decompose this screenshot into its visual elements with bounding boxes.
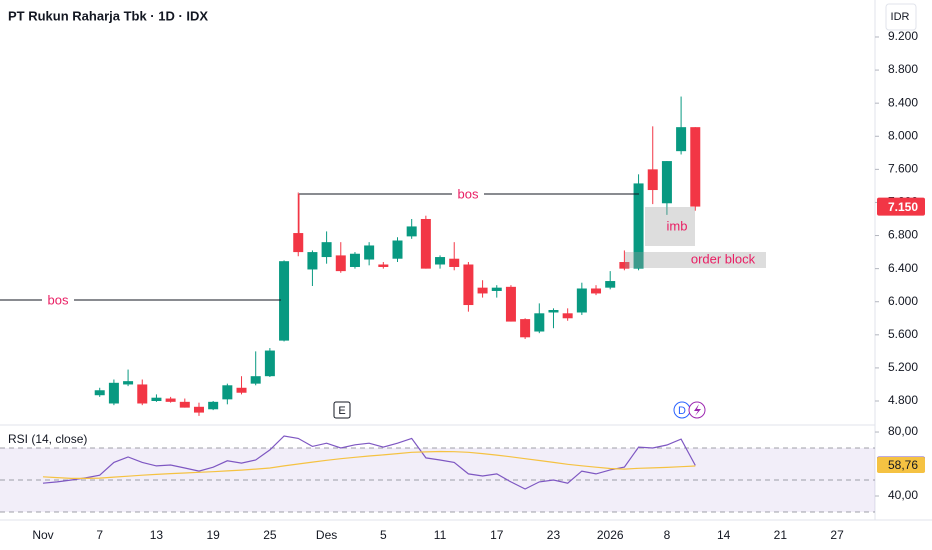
x-tick-label: 5 bbox=[380, 528, 387, 542]
rsi-value-label: 58,76 bbox=[888, 458, 918, 472]
y-tick-label: 8.800 bbox=[888, 62, 918, 76]
earnings-marker[interactable] bbox=[333, 401, 351, 419]
candle-body bbox=[236, 387, 247, 393]
x-tick-label: 8 bbox=[664, 528, 671, 542]
candle-body bbox=[505, 286, 516, 322]
imb-label: imb bbox=[667, 218, 688, 233]
x-tick-label: 27 bbox=[830, 528, 844, 542]
candle-body bbox=[477, 287, 488, 294]
candle-body bbox=[264, 350, 275, 377]
candle-body bbox=[676, 127, 687, 152]
order-block-label: order block bbox=[691, 251, 756, 266]
annotations: bos bos imb order block bbox=[0, 186, 766, 308]
candle-body bbox=[193, 406, 204, 413]
bos-label: bos bbox=[48, 292, 69, 307]
candle-body bbox=[250, 376, 261, 384]
x-tick-label: 11 bbox=[434, 528, 447, 542]
candle-body bbox=[435, 257, 446, 265]
y-tick-label: 8.400 bbox=[888, 95, 918, 109]
candle-body bbox=[534, 313, 545, 332]
x-tick-label: 14 bbox=[717, 528, 731, 542]
candle-body bbox=[179, 401, 190, 408]
events: E D bbox=[333, 401, 706, 419]
rsi-line bbox=[42, 450, 696, 479]
bos-label: bos bbox=[458, 186, 479, 201]
candle-body bbox=[279, 261, 290, 341]
y-tick-label: 5.200 bbox=[888, 360, 918, 374]
last-price-badge bbox=[877, 197, 925, 216]
candle-body bbox=[449, 258, 460, 267]
candle-body bbox=[491, 287, 502, 291]
y-tick-label: 9.200 bbox=[888, 29, 918, 43]
candle-body bbox=[335, 255, 346, 272]
x-tick-label: 17 bbox=[490, 528, 504, 542]
candle-body bbox=[520, 319, 531, 338]
candle-body bbox=[123, 381, 134, 385]
candle-body bbox=[661, 161, 672, 204]
candle-body bbox=[293, 233, 304, 253]
candle-body bbox=[406, 226, 417, 237]
candle-body bbox=[633, 183, 644, 269]
candle-body bbox=[364, 245, 375, 260]
candle-body bbox=[605, 281, 616, 288]
candle-body bbox=[690, 127, 701, 207]
candle-body bbox=[94, 390, 105, 396]
candle-body bbox=[108, 382, 119, 404]
y-tick-label: 80,00 bbox=[888, 424, 918, 438]
candle-body bbox=[562, 313, 573, 319]
candle-body bbox=[307, 252, 318, 270]
candle-body bbox=[576, 288, 587, 313]
indicator-title: RSI (14, close) bbox=[8, 432, 87, 446]
candle-body bbox=[208, 401, 219, 410]
y-tick-label: 6.800 bbox=[888, 228, 918, 242]
label-bg bbox=[42, 292, 74, 308]
split-icon bbox=[694, 404, 701, 416]
x-tick-label: 19 bbox=[206, 528, 220, 542]
rsi-line bbox=[42, 435, 696, 490]
x-tick-label: 21 bbox=[774, 528, 788, 542]
candle-body bbox=[378, 264, 389, 267]
candle-body bbox=[349, 253, 360, 267]
candle-body bbox=[548, 310, 559, 313]
earnings-label: E bbox=[338, 405, 345, 417]
last-price-label: 7.150 bbox=[888, 200, 918, 214]
candle-body bbox=[619, 262, 630, 269]
x-tick-label: 2026 bbox=[597, 528, 624, 542]
y-tick-label: 6.400 bbox=[888, 261, 918, 275]
currency-button[interactable] bbox=[885, 3, 917, 31]
y-tick-label: 5.600 bbox=[888, 327, 918, 341]
plot bbox=[0, 96, 875, 513]
y-tick-label: 40,00 bbox=[888, 488, 918, 502]
x-tick-label: Nov bbox=[32, 528, 53, 542]
dividend-label: D bbox=[678, 405, 686, 417]
candle-body bbox=[151, 397, 162, 402]
candle-body bbox=[463, 264, 474, 306]
candle-body bbox=[591, 288, 602, 294]
y-tick-label: 4.800 bbox=[888, 393, 918, 407]
label-bg bbox=[452, 186, 484, 202]
x-tick-label: Des bbox=[316, 528, 337, 542]
currency-label: IDR bbox=[891, 11, 910, 23]
x-tick-label: 7 bbox=[96, 528, 103, 542]
order-block-zone bbox=[625, 252, 766, 268]
candle-body bbox=[321, 242, 332, 258]
y-tick-label: 8.000 bbox=[888, 128, 918, 142]
y-tick-label: 7.600 bbox=[888, 162, 918, 176]
candle-body bbox=[165, 398, 176, 402]
candle-body bbox=[137, 384, 148, 404]
y-tick-label: 6.000 bbox=[888, 294, 918, 308]
x-tick-label: 23 bbox=[547, 528, 561, 542]
x-tick-label: 25 bbox=[263, 528, 277, 542]
imb-zone bbox=[645, 207, 695, 246]
candle-body bbox=[222, 385, 233, 400]
chart-title: PT Rukun Raharja Tbk · 1D · IDX bbox=[8, 8, 208, 23]
x-tick-label: 13 bbox=[150, 528, 164, 542]
rsi-value-badge bbox=[877, 457, 925, 474]
candle-body bbox=[647, 169, 658, 191]
candle-body bbox=[420, 218, 431, 269]
candle-body bbox=[392, 240, 403, 259]
